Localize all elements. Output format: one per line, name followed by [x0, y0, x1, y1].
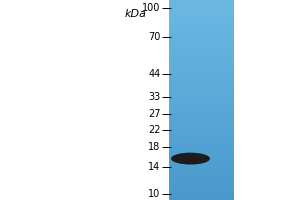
Bar — [169, 175, 234, 178]
Bar — [169, 58, 234, 60]
Text: 33: 33 — [148, 92, 160, 102]
Bar — [169, 0, 234, 2]
Bar — [169, 35, 234, 38]
Bar — [169, 142, 234, 145]
Bar — [169, 12, 234, 15]
Bar — [169, 162, 234, 165]
Bar — [169, 40, 234, 43]
Bar — [169, 168, 234, 170]
Bar — [169, 192, 234, 195]
Bar — [169, 73, 234, 75]
Bar — [169, 22, 234, 25]
Bar — [169, 65, 234, 68]
Bar — [169, 138, 234, 140]
Bar — [169, 70, 234, 73]
Bar — [169, 105, 234, 108]
Bar — [169, 152, 234, 155]
Bar — [169, 43, 234, 45]
Text: 10: 10 — [148, 189, 160, 199]
Bar — [169, 90, 234, 92]
Text: kDa: kDa — [125, 9, 147, 19]
Bar — [169, 7, 234, 10]
Bar — [169, 155, 234, 158]
Bar — [169, 148, 234, 150]
Ellipse shape — [171, 153, 210, 165]
Bar — [169, 118, 234, 120]
Text: 70: 70 — [148, 32, 160, 42]
Bar — [169, 190, 234, 192]
Text: 18: 18 — [148, 142, 160, 152]
Bar — [169, 128, 234, 130]
Bar — [169, 5, 234, 7]
Bar — [169, 115, 234, 117]
Bar — [169, 55, 234, 58]
Bar — [169, 132, 234, 135]
Bar — [169, 25, 234, 27]
Bar — [169, 68, 234, 70]
Bar — [169, 92, 234, 95]
Bar — [169, 150, 234, 152]
Bar — [169, 140, 234, 142]
Bar — [169, 62, 234, 65]
Bar — [169, 15, 234, 18]
Bar — [169, 47, 234, 50]
Bar — [169, 180, 234, 182]
Bar — [169, 20, 234, 22]
Bar — [169, 135, 234, 138]
Bar — [169, 130, 234, 132]
Bar — [169, 45, 234, 47]
Bar — [169, 125, 234, 128]
Bar — [169, 170, 234, 172]
Bar — [169, 158, 234, 160]
Bar — [169, 102, 234, 105]
Bar — [169, 32, 234, 35]
Bar — [169, 110, 234, 112]
Bar — [169, 85, 234, 88]
Bar — [169, 145, 234, 148]
Bar — [169, 60, 234, 62]
Text: 100: 100 — [142, 3, 160, 13]
Bar — [169, 108, 234, 110]
Bar — [169, 178, 234, 180]
Bar — [169, 120, 234, 122]
Text: 14: 14 — [148, 162, 160, 172]
Bar — [169, 172, 234, 175]
Text: 22: 22 — [148, 125, 161, 135]
Bar — [169, 195, 234, 198]
Bar — [169, 38, 234, 40]
Bar — [169, 88, 234, 90]
Bar — [169, 165, 234, 168]
Bar — [169, 98, 234, 100]
Bar — [169, 182, 234, 185]
Bar — [169, 50, 234, 52]
Bar — [169, 160, 234, 162]
Text: 44: 44 — [148, 69, 160, 79]
Text: 27: 27 — [148, 109, 161, 119]
Bar — [169, 80, 234, 82]
Bar — [169, 100, 234, 102]
Bar — [169, 82, 234, 85]
Bar — [169, 2, 234, 5]
Bar — [169, 10, 234, 12]
Bar — [169, 95, 234, 98]
Bar — [169, 77, 234, 80]
Bar — [169, 188, 234, 190]
Bar — [169, 75, 234, 77]
Bar — [169, 122, 234, 125]
Bar — [169, 185, 234, 188]
Bar — [169, 112, 234, 115]
Bar — [169, 52, 234, 55]
Bar — [169, 27, 234, 30]
Bar — [169, 18, 234, 20]
Bar — [169, 30, 234, 32]
Bar — [169, 198, 234, 200]
